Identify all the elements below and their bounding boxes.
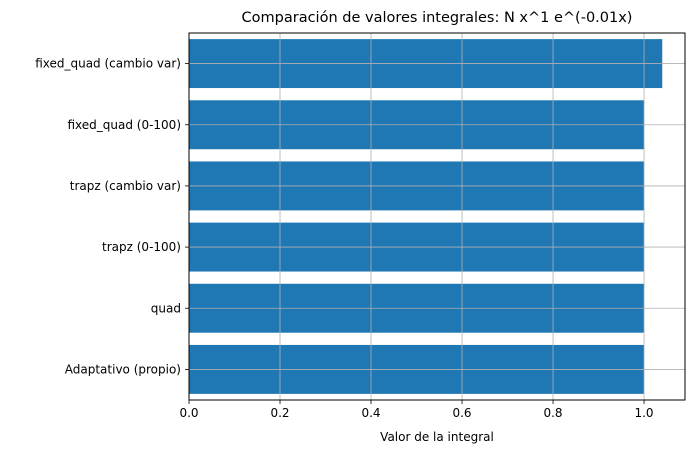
- x-tick-label: 0.0: [179, 406, 198, 420]
- x-tick-label: 1.0: [634, 406, 653, 420]
- x-tick-label: 0.6: [452, 406, 471, 420]
- y-tick-label: trapz (cambio var): [70, 179, 181, 193]
- y-tick-label: fixed_quad (0-100): [67, 118, 181, 132]
- x-axis-label: Valor de la integral: [380, 430, 494, 444]
- y-tick-label: Adaptativo (propio): [65, 362, 181, 376]
- x-tick-label: 0.2: [270, 406, 289, 420]
- y-tick-label: fixed_quad (cambio var): [35, 57, 181, 71]
- x-tick-label: 0.4: [361, 406, 380, 420]
- plot-area-frame: [188, 32, 686, 401]
- y-axis-ticks: Adaptativo (propio) quad trapz (0-100) trap…: [35, 57, 189, 376]
- x-axis-ticks: 0.0 0.2 0.4 0.6 0.8 1.0: [179, 400, 654, 420]
- x-tick-label: 0.8: [543, 406, 562, 420]
- y-tick-label: trapz (0-100): [102, 240, 181, 254]
- bars: [189, 39, 663, 394]
- y-tick-label: quad: [151, 301, 181, 315]
- chart-title: Comparación de valores integrales: N x^1…: [242, 10, 633, 26]
